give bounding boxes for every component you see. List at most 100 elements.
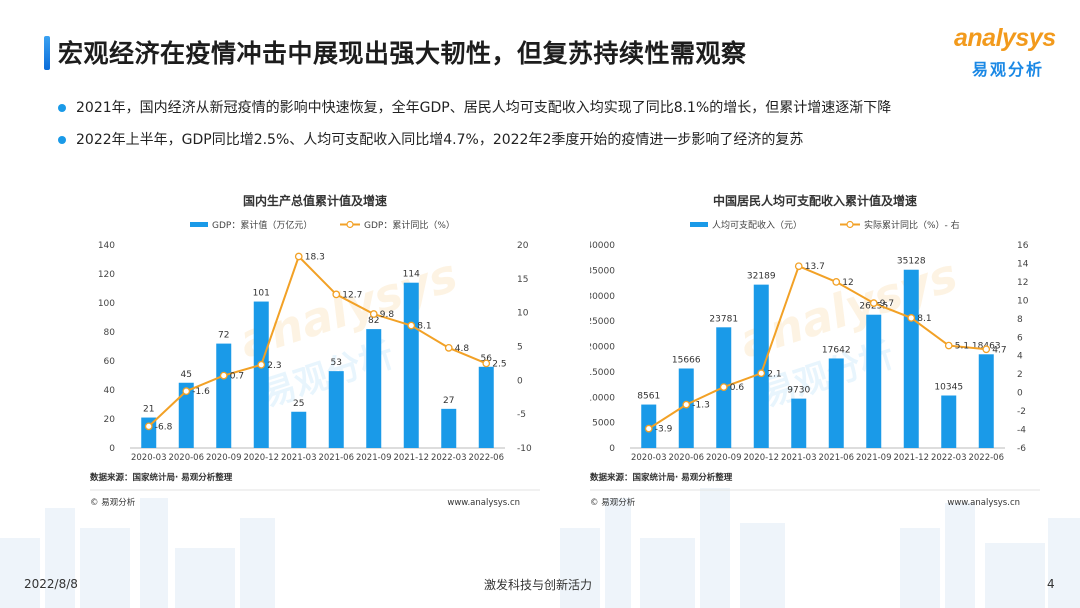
y-right-tick: 16 bbox=[1017, 241, 1029, 251]
gdp-chart-panel: analysys 易观分析 国内生产总值累计值及增速 GDP：累计值（万亿元） GDP：… bbox=[90, 190, 540, 510]
y-left-tick: 35000 bbox=[590, 266, 615, 276]
line-point bbox=[719, 383, 728, 391]
y-right-tick: 2 bbox=[1017, 370, 1023, 380]
line-value-label: 12.7 bbox=[342, 290, 362, 300]
growth-line bbox=[648, 264, 987, 430]
y-left-tick: 20000 bbox=[590, 343, 615, 353]
footer-slogan: 激发科技与创新活力 bbox=[484, 578, 593, 592]
y-right-tick: -4 bbox=[1017, 426, 1026, 436]
line-point bbox=[332, 290, 341, 299]
y-left-tick: 5000 bbox=[592, 419, 615, 429]
y-right-tick: -6 bbox=[1017, 444, 1026, 454]
legend-line-label: 实际累计同比（%）- 右 bbox=[864, 219, 960, 231]
y-left-tick: 25000 bbox=[590, 317, 615, 327]
y-left-tick: 0 bbox=[609, 444, 615, 454]
bar bbox=[291, 411, 307, 448]
line-point bbox=[982, 345, 991, 354]
y-right-tick: 10 bbox=[1017, 296, 1029, 306]
bar-value-label: 101 bbox=[253, 289, 270, 299]
line-value-label: 9.8 bbox=[380, 310, 395, 320]
y-left-tick: 40000 bbox=[590, 241, 615, 251]
y-right-tick: 6 bbox=[1017, 333, 1023, 343]
line-point bbox=[294, 252, 303, 261]
logo-wordmark: analysys bbox=[954, 24, 1056, 52]
bar bbox=[328, 371, 344, 448]
legend-bar-swatch bbox=[690, 222, 708, 227]
credit-note: © 易观分析 bbox=[90, 497, 136, 508]
bar bbox=[828, 358, 844, 448]
y-right-tick: -2 bbox=[1017, 407, 1026, 417]
bar bbox=[253, 301, 269, 448]
bar bbox=[441, 408, 457, 448]
x-tick-label: 2021-06 bbox=[318, 453, 354, 463]
x-tick-label: 2021-03 bbox=[781, 453, 817, 463]
line-value-label: 8.1 bbox=[917, 314, 931, 324]
line-value-label: 12 bbox=[842, 278, 853, 288]
line-value-label: 5.1 bbox=[955, 342, 969, 352]
line-value-label: 0.6 bbox=[730, 383, 745, 393]
line-point bbox=[682, 400, 691, 409]
x-tick-label: 2022-03 bbox=[431, 453, 467, 463]
bar-value-label: 15666 bbox=[672, 355, 701, 365]
bar bbox=[753, 284, 769, 448]
website-note: www.analysys.cn bbox=[447, 498, 520, 508]
line-point bbox=[794, 262, 803, 271]
line-value-label: 0.7 bbox=[230, 372, 244, 382]
y-left-tick: 40 bbox=[104, 386, 116, 396]
x-tick-label: 2021-03 bbox=[281, 453, 317, 463]
bar bbox=[866, 314, 882, 448]
y-left-tick: 20 bbox=[104, 415, 116, 425]
y-right-tick: 0 bbox=[517, 376, 523, 386]
y-left-tick: 15000 bbox=[590, 368, 615, 378]
line-point bbox=[869, 299, 878, 307]
line-value-label: 2.5 bbox=[492, 359, 506, 369]
page-number: 4 bbox=[1047, 577, 1055, 591]
y-left-tick: 140 bbox=[98, 241, 115, 251]
line-point bbox=[907, 314, 916, 322]
bar bbox=[903, 269, 919, 448]
line-value-label: -1.6 bbox=[192, 387, 210, 397]
y-right-tick: 8 bbox=[1017, 315, 1023, 325]
growth-line bbox=[148, 254, 487, 428]
y-right-tick: -5 bbox=[517, 410, 526, 420]
y-left-tick: 10000 bbox=[590, 393, 615, 403]
line-point bbox=[832, 278, 841, 286]
x-tick-label: 2021-09 bbox=[856, 453, 892, 463]
income-chart-panel: analysys 易观分析 中国居民人均可支配收入累计值及增速 人均可支配收入（元）实… bbox=[590, 190, 1040, 510]
line-value-label: -6.8 bbox=[155, 422, 173, 432]
y-right-tick: 14 bbox=[1017, 259, 1029, 269]
bar bbox=[141, 417, 157, 448]
line-point bbox=[369, 310, 378, 318]
line-point bbox=[757, 369, 766, 378]
bar-value-label: 8561 bbox=[637, 392, 660, 402]
y-right-tick: 10 bbox=[517, 309, 529, 319]
key-point-1: 2021年，国内经济从新冠疫情的影响中快速恢复，全年GDP、居民人均可支配收入均… bbox=[58, 98, 891, 130]
x-tick-label: 2021-12 bbox=[893, 453, 929, 463]
line-point bbox=[482, 359, 491, 368]
x-tick-label: 2020-12 bbox=[243, 453, 279, 463]
x-tick-label: 2020-03 bbox=[131, 453, 167, 463]
y-right-tick: 4 bbox=[1017, 352, 1023, 362]
title-accent-bar bbox=[44, 36, 50, 70]
y-left-tick: 0 bbox=[109, 444, 115, 454]
legend-bar-label: 人均可支配收入（元） bbox=[712, 219, 802, 231]
x-tick-label: 2020-12 bbox=[743, 453, 779, 463]
bar bbox=[403, 282, 419, 448]
bar-value-label: 27 bbox=[443, 396, 454, 406]
line-point bbox=[644, 424, 653, 433]
x-tick-label: 2021-09 bbox=[356, 453, 392, 463]
bar bbox=[478, 366, 494, 448]
line-value-label: 8.1 bbox=[417, 322, 431, 332]
chart-title: 中国居民人均可支配收入累计值及增速 bbox=[713, 193, 917, 208]
line-value-label: 2.1 bbox=[767, 369, 781, 379]
bar-value-label: 72 bbox=[218, 331, 229, 341]
bar-value-label: 32189 bbox=[747, 272, 776, 282]
line-value-label: 2.3 bbox=[267, 361, 281, 371]
line-point bbox=[257, 360, 266, 369]
y-right-tick: 0 bbox=[1017, 389, 1023, 399]
bar bbox=[366, 329, 382, 448]
line-value-label: 4.7 bbox=[992, 345, 1006, 355]
bar-value-label: 53 bbox=[331, 358, 342, 368]
key-points-list: 2021年，国内经济从新冠疫情的影响中快速恢复，全年GDP、居民人均可支配收入均… bbox=[58, 98, 891, 162]
x-tick-label: 2020-06 bbox=[168, 453, 204, 463]
